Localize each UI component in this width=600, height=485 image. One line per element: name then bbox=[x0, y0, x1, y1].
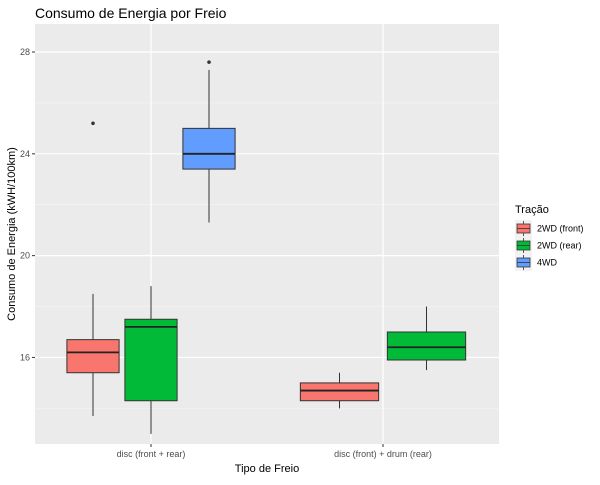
box-body bbox=[124, 318, 178, 402]
box-body bbox=[182, 127, 236, 170]
axis-layer: 16 20 24 28 disc (front + rear) disc (front) … bbox=[20, 47, 432, 459]
legend: Tração 2WD (front) 2WD (rear) 4WD bbox=[515, 204, 584, 271]
y-tick-label: 16 bbox=[20, 352, 30, 362]
box-body bbox=[66, 339, 120, 374]
box-layer bbox=[66, 60, 467, 434]
y-tick-label: 28 bbox=[20, 47, 30, 57]
outlier-point bbox=[207, 60, 211, 64]
legend-item: 2WD (rear) bbox=[515, 237, 582, 254]
y-tick-label: 24 bbox=[20, 149, 30, 159]
chart-title: Consumo de Energia por Freio bbox=[35, 5, 227, 21]
outlier-point bbox=[91, 121, 95, 126]
legend-label: 2WD (front) bbox=[537, 224, 584, 234]
legend-item: 2WD (front) bbox=[515, 220, 584, 237]
legend-label: 4WD bbox=[537, 258, 558, 268]
box-2wd-front- bbox=[299, 372, 380, 409]
x-axis-title: Tipo de Freio bbox=[235, 463, 299, 475]
x-tick-label: disc (front + rear) bbox=[117, 449, 186, 459]
box-2wd-rear- bbox=[124, 286, 178, 434]
box-2wd-front- bbox=[66, 121, 120, 416]
box-body bbox=[299, 382, 380, 402]
legend-title: Tração bbox=[515, 204, 549, 216]
x-tick-label: disc (front) + drum (rear) bbox=[334, 449, 432, 459]
legend-label: 2WD (rear) bbox=[537, 241, 582, 251]
plot-panel bbox=[35, 24, 499, 444]
legend-item: 4WD bbox=[515, 254, 558, 271]
y-axis-title: Consumo de Energia (kWH/100km) bbox=[6, 147, 18, 321]
box-2wd-rear- bbox=[386, 306, 467, 371]
box-4wd bbox=[182, 60, 236, 223]
box-body bbox=[386, 331, 467, 361]
y-tick-label: 20 bbox=[20, 251, 30, 261]
